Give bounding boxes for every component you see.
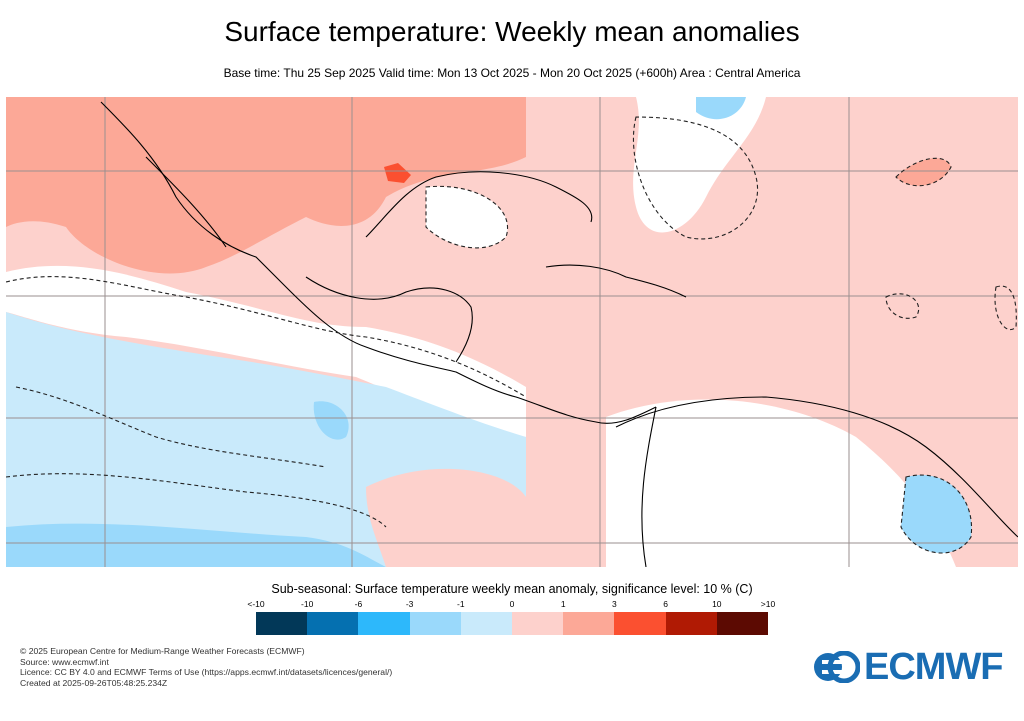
neutral-region-caribbean-north: [633, 97, 766, 233]
legend-tick: 0: [509, 599, 515, 609]
legend-swatch-4: [460, 612, 513, 635]
legend-swatch-6: [563, 612, 615, 635]
chart-subtitle: Base time: Thu 25 Sep 2025 Valid time: M…: [223, 66, 801, 80]
ecmwf-logo: ECMWF: [812, 646, 1007, 688]
legend-swatch-8: [665, 612, 717, 635]
legend-swatch-9: [716, 612, 769, 635]
neutral-region-south-america: [606, 399, 956, 567]
chart-title: Surface temperature: Weekly mean anomali…: [224, 16, 800, 47]
legend-tick: -3: [405, 599, 414, 609]
footer: © 2025 European Centre for Medium-Range …: [20, 646, 392, 689]
warm-patch-pacific: [366, 468, 526, 567]
legend-swatch-2: [358, 612, 410, 635]
ecmwf-logo-text: ECMWF: [864, 645, 1004, 688]
cool-patch-bahamas: [696, 97, 746, 120]
legend-tick: <-10: [247, 599, 265, 609]
neutral-region-west: [6, 265, 526, 437]
footer-source: Source: www.ecmwf.int: [20, 656, 109, 667]
legend-swatch-7: [614, 612, 666, 635]
anomaly-map[interactable]: [6, 97, 1018, 567]
color-legend: [256, 612, 769, 636]
warm-region-northwest: [6, 97, 526, 274]
coastlines: [100, 101, 1018, 567]
legend-tick: -10: [301, 599, 314, 609]
cool-spot: [313, 401, 349, 440]
legend-title: Sub-seasonal: Surface temperature weekly…: [271, 582, 753, 596]
legend-tick: >10: [760, 599, 776, 609]
legend-tick: 3: [612, 599, 617, 609]
legend-tick: 1: [560, 599, 566, 609]
legend-swatch-1: [307, 612, 359, 635]
legend-tick: 10: [712, 599, 722, 609]
legend-tick: -1: [457, 599, 465, 609]
ecmwf-logo-icon: [814, 651, 860, 683]
legend-tick: 6: [663, 599, 668, 609]
legend-ticks: <-10 -10 -6 -3 -1 0 1 3 6 10 >10: [247, 599, 775, 611]
footer-copyright: © 2025 European Centre for Medium-Range …: [20, 646, 305, 656]
legend-tick: -6: [354, 599, 363, 609]
neutral-region-gulf: [426, 186, 508, 248]
footer-licence: Licence: CC BY 4.0 and ECMWF Terms of Us…: [20, 667, 393, 678]
legend-swatch-0: [256, 612, 308, 635]
graticule: [6, 97, 1018, 567]
cool-region-deep: [6, 523, 386, 567]
legend-swatch-5: [512, 612, 564, 635]
significance-contours: [6, 116, 1017, 554]
hot-spot-texas: [384, 163, 411, 183]
footer-created: Created at 2025-09-26T05:48:25.234Z: [20, 678, 168, 689]
warm-region-east: [896, 158, 951, 186]
legend-swatch-3: [409, 612, 461, 635]
cool-region-colombia: [901, 475, 972, 554]
